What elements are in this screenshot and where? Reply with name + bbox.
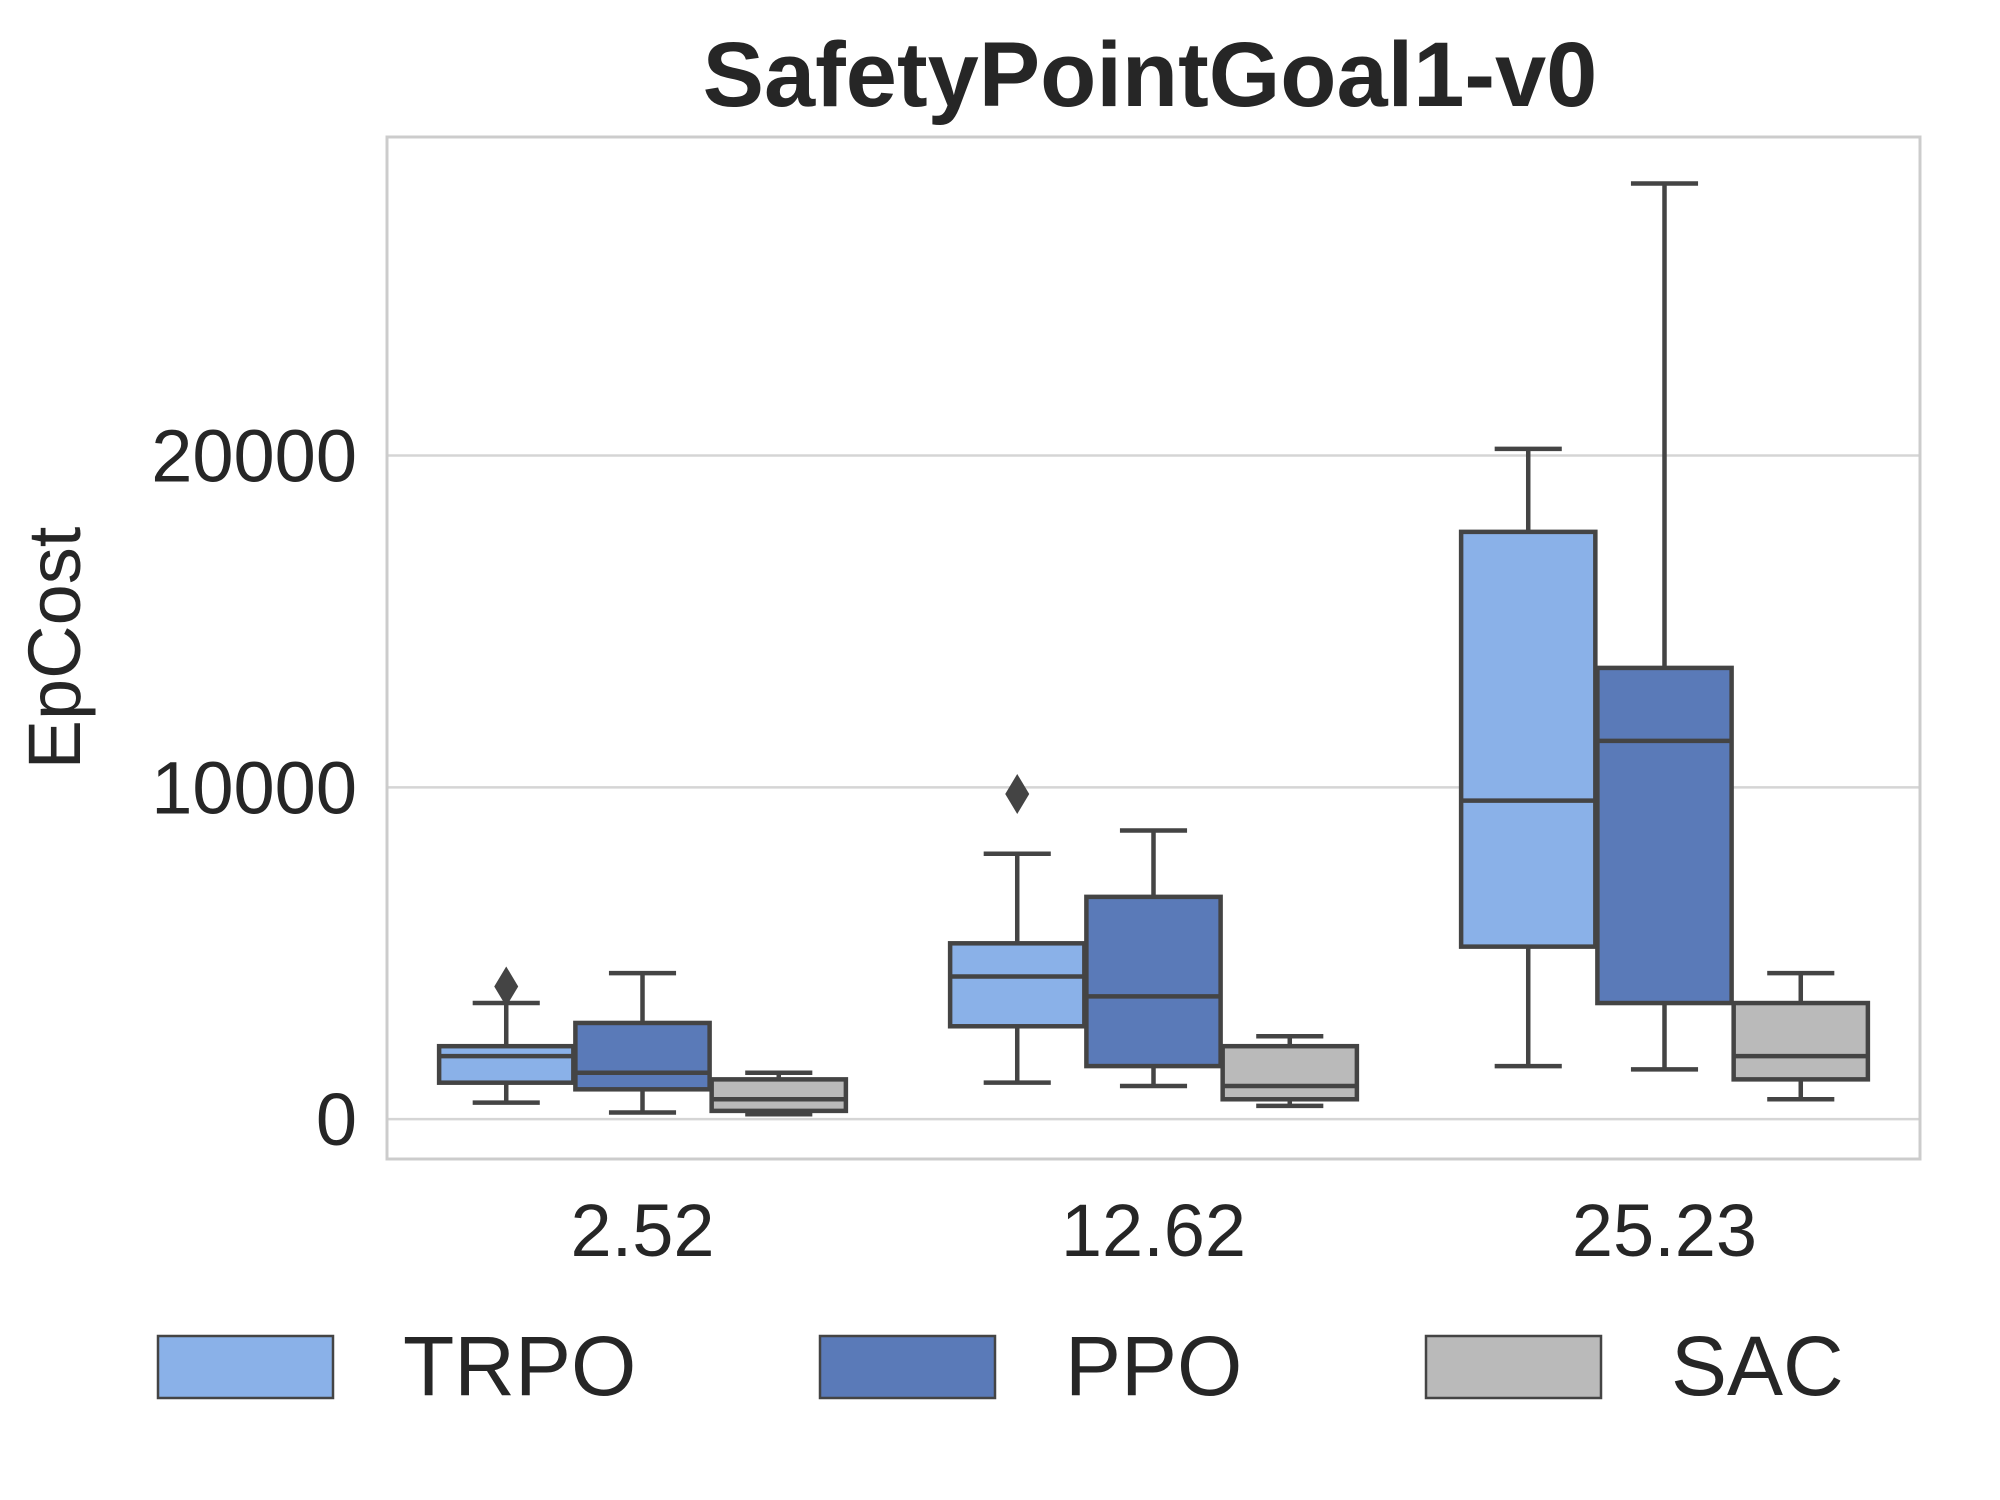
- box-body: [1220, 1043, 1360, 1102]
- x-tick-label: 2.52: [570, 1189, 714, 1272]
- box-trpo-0: [436, 966, 576, 1105]
- legend-swatch-ppo: [818, 1334, 997, 1400]
- box-ppo-2: [1595, 181, 1734, 1072]
- outlier-marker: [494, 966, 519, 1007]
- box-body: [1595, 665, 1734, 1006]
- box-sac-2: [1731, 970, 1871, 1102]
- box-body: [947, 941, 1087, 1029]
- y-axis-label: EpCost: [13, 526, 96, 769]
- legend-label-trpo: TRPO: [403, 1319, 636, 1413]
- x-tick-label: 12.62: [1061, 1189, 1246, 1272]
- legend-swatch-sac: [1424, 1334, 1603, 1400]
- box-trpo-2: [1458, 446, 1598, 1069]
- legend-swatch-trpo: [156, 1334, 335, 1400]
- box-body: [1084, 894, 1223, 1069]
- box-body: [709, 1077, 849, 1114]
- legend-label-sac: SAC: [1671, 1319, 1844, 1413]
- box-body: [573, 1020, 712, 1092]
- legend-label-ppo: PPO: [1065, 1319, 1242, 1413]
- plot-frame: [385, 135, 1922, 1161]
- box-body: [1731, 1000, 1871, 1082]
- box-ppo-1: [1084, 828, 1223, 1089]
- y-tick-label: 20000: [151, 415, 357, 498]
- box-sac-0: [709, 1070, 849, 1117]
- outlier-marker: [1005, 774, 1030, 814]
- x-tick-label: 25.23: [1572, 1189, 1757, 1272]
- y-tick-label: 10000: [151, 746, 357, 829]
- box-sac-1: [1220, 1033, 1360, 1109]
- box-ppo-0: [573, 970, 712, 1115]
- chart-title: SafetyPointGoal1-v0: [703, 24, 1598, 126]
- box-body: [1458, 529, 1598, 949]
- y-tick-label: 0: [316, 1078, 357, 1161]
- box-trpo-1: [947, 774, 1087, 1085]
- box-body: [436, 1043, 576, 1085]
